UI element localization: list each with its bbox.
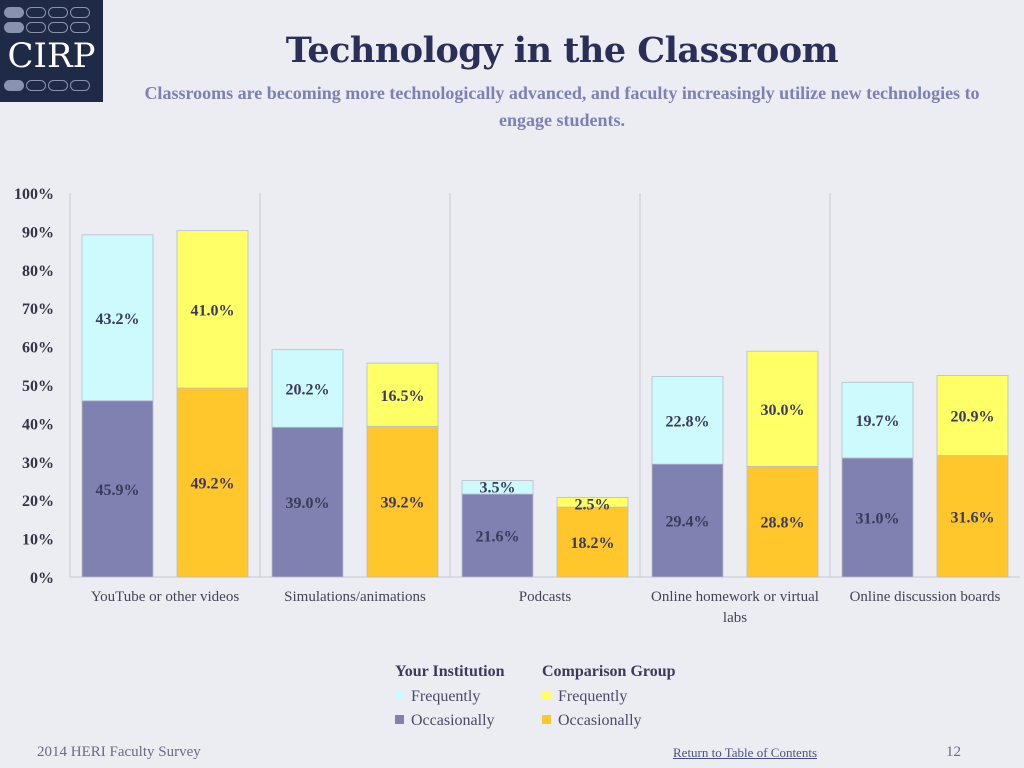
data-label: 43.2% <box>96 311 140 328</box>
legend-item-comp-occasionally: Occasionally <box>542 709 676 733</box>
bar-segment <box>746 466 819 578</box>
y-tick-label: 100% <box>14 186 54 203</box>
x-category-label: Online homework or virtual <box>651 589 819 605</box>
y-tick-label: 20% <box>22 493 54 510</box>
data-label: 20.2% <box>286 381 330 398</box>
bar-segment <box>461 493 534 578</box>
y-tick-label: 30% <box>22 455 54 472</box>
legend-label: Occasionally <box>411 712 495 729</box>
data-label: 39.2% <box>381 495 425 512</box>
page-number: 12 <box>946 744 961 760</box>
x-category-label: Online discussion boards <box>850 589 1001 605</box>
data-label: 22.8% <box>666 413 710 430</box>
stacked-bar-chart: 0% 10% 20% 30% 40% 50% 60% 70% 80% 90% 100% 45.9% 43… <box>14 186 1020 626</box>
logo-dots-top-2 <box>4 22 100 37</box>
logo-dots-top <box>4 7 100 22</box>
legend-comparison-group: Comparison Group Frequently Occasionally <box>542 663 676 733</box>
legend-item-comp-frequently: Frequently <box>542 685 676 709</box>
data-label: 21.6% <box>476 529 520 546</box>
legend-swatch <box>542 714 551 724</box>
cirp-logo: CIRP <box>0 0 103 102</box>
x-category-label: YouTube or other videos <box>91 589 240 605</box>
data-label: 19.7% <box>856 413 900 430</box>
bar-segment <box>841 457 914 578</box>
data-label: 49.2% <box>191 476 235 493</box>
data-label: 29.4% <box>666 514 710 531</box>
data-label: 18.2% <box>571 535 615 552</box>
logo-dots-bottom <box>4 80 100 95</box>
bar-segment <box>556 506 629 578</box>
y-tick-label: 70% <box>22 301 54 318</box>
bar-segment <box>556 497 629 508</box>
data-label: 31.6% <box>951 509 995 526</box>
data-label: 45.9% <box>96 482 140 499</box>
page-subtitle: Classrooms are becoming more technologic… <box>144 83 980 130</box>
bar-segment <box>271 349 344 428</box>
bar-segment <box>651 463 724 578</box>
bar-segment <box>366 426 439 578</box>
legend-swatch <box>542 690 551 700</box>
bar-segment <box>461 480 534 495</box>
logo-text: CIRP <box>7 36 96 76</box>
data-label: 20.9% <box>951 409 995 426</box>
legend-header-comparison: Comparison Group <box>542 663 676 680</box>
bar-segment <box>366 362 439 427</box>
footer-survey-name: 2014 HERI Faculty Survey <box>37 744 201 760</box>
y-tick-label: 80% <box>22 263 54 280</box>
data-label: 16.5% <box>381 388 425 405</box>
y-tick-label: 40% <box>22 416 54 433</box>
y-tick-label: 10% <box>22 532 54 549</box>
y-tick-label: 50% <box>22 378 54 395</box>
bar-segment <box>746 350 819 467</box>
legend-item-inst-frequently: Frequently <box>395 685 505 709</box>
y-tick-label: 60% <box>22 340 54 357</box>
y-tick-label: 0% <box>30 570 54 587</box>
y-tick-label: 90% <box>22 224 54 241</box>
return-to-toc-link[interactable]: Return to Table of Contents <box>673 745 817 760</box>
legend-your-institution: Your Institution Frequently Occasionally <box>395 663 505 733</box>
x-category-label: Simulations/animations <box>284 589 426 605</box>
bar-segment <box>176 387 249 578</box>
data-label: 3.5% <box>480 480 516 497</box>
bar-segment <box>271 426 344 578</box>
data-label: 2.5% <box>575 497 611 514</box>
x-category-label: Podcasts <box>519 589 572 605</box>
data-label: 30.0% <box>761 402 805 419</box>
legend-label: Occasionally <box>558 712 642 729</box>
legend-label: Frequently <box>411 688 481 705</box>
page-title: Technology in the Classroom <box>285 30 839 71</box>
bar-segment <box>651 376 724 465</box>
legend-swatch <box>395 714 404 724</box>
data-label: 28.8% <box>761 515 805 532</box>
bar-segment <box>81 234 154 402</box>
data-label: 41.0% <box>191 302 235 319</box>
bar-segment <box>936 455 1009 578</box>
bar-segment <box>936 374 1009 457</box>
bar-segment <box>841 381 914 459</box>
legend-label: Frequently <box>558 688 628 705</box>
legend-item-inst-occasionally: Occasionally <box>395 709 505 733</box>
bar-segment <box>176 230 249 389</box>
x-category-label: labs <box>723 610 747 626</box>
legend-swatch <box>395 690 404 700</box>
bar-segment <box>81 400 154 578</box>
data-label: 39.0% <box>286 495 330 512</box>
data-label: 31.0% <box>856 510 900 527</box>
legend-header-institution: Your Institution <box>395 663 505 680</box>
